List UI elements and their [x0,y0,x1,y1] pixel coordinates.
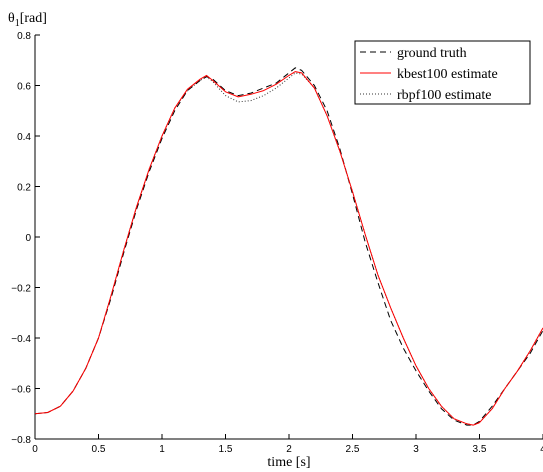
y-tick-label: 0.6 [17,82,31,93]
y-tick-label: 0.8 [17,31,31,42]
y-axis-title-unit: [rad] [20,11,47,26]
x-tick-label: 1 [159,444,165,455]
x-tick-label: 0 [32,444,38,455]
x-tick-label: 3 [413,444,419,455]
axes [34,34,543,440]
y-axis-title-subscript: 1 [15,18,20,29]
x-tick-label: 3.5 [473,444,487,455]
legend-label-ground-truth: ground truth [397,46,467,61]
y-axis-title-symbol: θ [8,11,15,26]
series-line-kbest100-estimate [34,71,543,426]
series-group [34,67,543,426]
x-axis-title: time [s] [267,455,310,470]
x-tick-label: 2 [286,444,292,455]
y-tick-label: −0.8 [11,435,31,446]
legend-label-rbpf100: rbpf100 estimate [397,88,491,103]
tick-labels: 0 0.5 1 1.5 2 2.5 3 3.5 4 −0.8 −0.6 −0.4 −0.2 0 0.2 0.4… [11,31,543,455]
x-tick-label: 2.5 [346,444,360,455]
x-tick-label: 0.5 [92,444,106,455]
series-line-ground-truth [34,67,543,426]
y-tick-label: 0.2 [17,183,31,194]
x-tick-label: 1.5 [219,444,233,455]
y-tick-label: −0.4 [11,334,31,345]
legend: ground truth kbest100 estimate rbpf100 e… [354,40,531,105]
x-tick-label: 4 [540,444,543,455]
y-tick-label: −0.6 [11,385,31,396]
legend-label-kbest100: kbest100 estimate [397,67,498,82]
y-tick-label: 0.4 [17,132,31,143]
y-tick-label: −0.2 [11,284,31,295]
y-axis-title: θ1[rad] [8,11,47,29]
y-tick-label: 0 [25,233,31,244]
series-line-rbpf100-estimate [34,72,543,426]
